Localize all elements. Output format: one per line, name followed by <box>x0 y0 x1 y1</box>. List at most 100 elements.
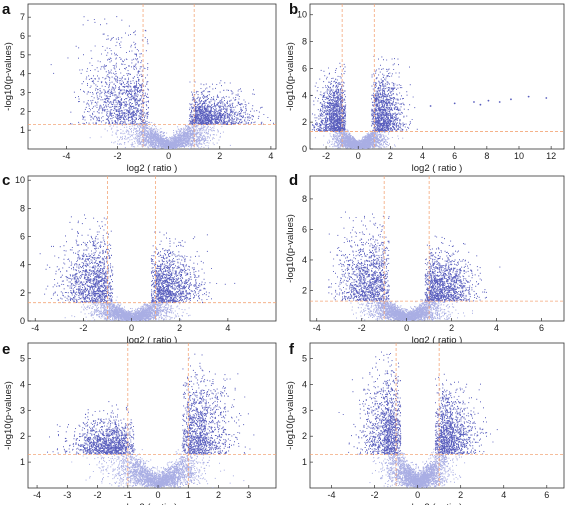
x-axis-label: log2 ( ratio ) <box>127 335 178 346</box>
x-tick-label: 4 <box>501 490 506 500</box>
y-tick-label: 5 <box>302 354 307 364</box>
x-tick-label: 4 <box>268 151 273 161</box>
x-tick-label: 6 <box>544 490 549 500</box>
y-tick-label: 8 <box>302 194 307 204</box>
plot-frame <box>27 3 277 150</box>
x-tick-label: 4 <box>420 151 425 161</box>
y-axis-label: -log10(p-values) <box>285 381 296 450</box>
x-axis-label: log2 ( ratio ) <box>412 335 463 346</box>
y-tick-label: 2 <box>302 117 307 127</box>
x-tick-label: 0 <box>166 151 171 161</box>
y-tick-label: 8 <box>20 203 25 213</box>
outlier-point <box>487 99 490 102</box>
non-significant-points <box>64 296 191 321</box>
x-tick-label: 0 <box>129 323 134 333</box>
outlier-point <box>479 103 482 106</box>
y-tick-label: 1 <box>20 457 25 467</box>
y-axis-label: -log10(p-values) <box>285 214 296 283</box>
x-tick-label: -3 <box>63 490 71 500</box>
data-points <box>39 214 236 321</box>
outlier-point <box>510 98 512 101</box>
significant-points <box>39 214 236 304</box>
x-axis-label: log2 ( ratio ) <box>127 163 178 174</box>
plot-frame <box>309 3 565 150</box>
panel-a: a -4 -2 0 2 4 1 2 3 4 5 6 7 log2 ( ratio ) -log10(p-va… <box>2 1 277 174</box>
panel-letter: b <box>289 1 298 18</box>
x-tick-label: 2 <box>449 323 454 333</box>
y-tick-label: 10 <box>15 175 25 185</box>
y-tick-label: 4 <box>20 379 25 389</box>
x-tick-label: 2 <box>388 151 393 161</box>
y-tick-label: 0 <box>20 316 25 326</box>
x-tick-label: -2 <box>94 490 102 500</box>
y-tick-label: 7 <box>20 12 25 22</box>
y-tick-label: 2 <box>20 431 25 441</box>
data-points <box>311 55 548 149</box>
x-tick-label: -4 <box>313 323 321 333</box>
y-tick-label: 4 <box>20 69 25 79</box>
x-tick-label: 2 <box>217 151 222 161</box>
x-tick-label: 12 <box>546 151 556 161</box>
x-tick-label: 3 <box>246 490 251 500</box>
x-axis-label: log2 ( ratio ) <box>127 502 178 505</box>
outlier-point <box>473 101 475 103</box>
outlier-point <box>545 97 548 99</box>
y-tick-label: 2 <box>302 431 307 441</box>
x-tick-label: 0 <box>415 490 420 500</box>
panel-letter: a <box>2 1 11 18</box>
y-tick-label: 6 <box>20 232 25 242</box>
y-tick-label: 4 <box>20 260 25 270</box>
y-tick-label: 2 <box>20 288 25 298</box>
y-tick-label: 1 <box>302 457 307 467</box>
panel-letter: d <box>289 172 298 189</box>
significant-points <box>50 16 274 126</box>
plot-frame <box>309 342 565 489</box>
y-tick-label: 3 <box>20 88 25 98</box>
x-tick-label: -2 <box>79 323 87 333</box>
significant-points <box>311 55 418 133</box>
y-axis-label: -log10(p-values) <box>285 42 296 111</box>
x-tick-label: -2 <box>358 323 366 333</box>
x-tick-label: 0 <box>404 323 409 333</box>
outlier-point <box>498 101 501 103</box>
x-tick-label: -4 <box>31 323 39 333</box>
y-axis-label: -log10(p-values) <box>3 381 14 450</box>
outlier-point <box>527 95 530 98</box>
x-axis-label: log2 ( ratio ) <box>412 163 463 174</box>
x-tick-label: 4 <box>225 323 230 333</box>
outlier-point <box>429 105 432 107</box>
y-tick-label: 5 <box>20 50 25 60</box>
plot-frame <box>27 342 277 489</box>
x-tick-label: 8 <box>484 151 489 161</box>
y-tick-label: 2 <box>302 285 307 295</box>
y-tick-label: 4 <box>302 379 307 389</box>
x-tick-label: 6 <box>452 151 457 161</box>
y-tick-label: 1 <box>20 125 25 135</box>
x-tick-label: -2 <box>113 151 121 161</box>
x-tick-label: 6 <box>539 323 544 333</box>
data-points <box>310 211 501 321</box>
x-tick-label: 0 <box>156 490 161 500</box>
data-points <box>50 16 274 149</box>
panel-c: c -4 -2 0 2 4 0 2 4 6 8 10 log2 ( ratio ) <box>2 172 277 346</box>
y-tick-label: 6 <box>302 224 307 234</box>
y-axis-label: -log10(p-values) <box>3 42 14 111</box>
y-tick-label: 0 <box>302 144 307 154</box>
y-tick-label: 6 <box>302 63 307 73</box>
y-tick-label: 5 <box>20 354 25 364</box>
non-significant-points <box>89 119 231 149</box>
x-tick-label: -2 <box>371 490 379 500</box>
x-tick-label: -4 <box>328 490 336 500</box>
panel-d: d -4 -2 0 2 4 6 2 4 6 8 log2 ( ratio ) -log10(p-valu… <box>285 172 565 346</box>
non-significant-points <box>350 289 473 321</box>
panel-e: e -4 -3 -2 -1 0 1 2 3 1 2 3 4 5 log2 ( ratio ) -log10(p… <box>2 341 277 505</box>
y-tick-label: 8 <box>302 37 307 47</box>
significant-points <box>310 211 501 302</box>
x-tick-label: -2 <box>322 151 330 161</box>
x-tick-label: 2 <box>458 490 463 500</box>
x-tick-label: 2 <box>216 490 221 500</box>
y-tick-label: 6 <box>20 31 25 41</box>
panel-letter: c <box>2 172 10 189</box>
y-tick-label: 3 <box>20 405 25 415</box>
